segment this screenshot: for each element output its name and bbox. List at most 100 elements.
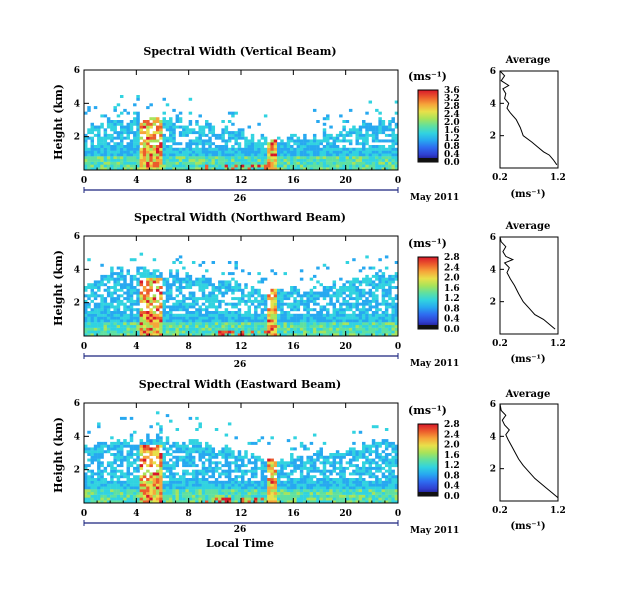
heatmap-cell	[188, 478, 193, 481]
heatmap-cell	[358, 330, 363, 334]
heatmap-cell	[146, 145, 150, 148]
heatmap-cell	[175, 327, 180, 331]
heatmap-cell	[110, 136, 114, 140]
heatmap-cell	[322, 483, 327, 487]
heatmap-cell	[290, 483, 294, 487]
heatmap-cell	[159, 458, 163, 462]
heatmap-cell	[378, 316, 382, 320]
heatmap-cell	[241, 299, 245, 303]
heatmap-cell	[375, 475, 379, 479]
heatmap-cell	[119, 324, 124, 328]
heatmap-cell	[394, 125, 399, 129]
heatmap-cell	[345, 489, 350, 493]
heatmap-cell	[119, 491, 124, 495]
heatmap-cell	[169, 497, 173, 501]
heatmap-cell	[332, 486, 337, 490]
heatmap-cell	[205, 125, 209, 129]
heatmap-cell	[348, 316, 353, 320]
heatmap-cell	[100, 316, 104, 320]
heatmap-cell	[231, 297, 235, 301]
date-label: May 2011	[410, 193, 459, 203]
heatmap-cell	[339, 156, 343, 160]
heatmap-cell	[218, 324, 222, 328]
heatmap-cell	[319, 319, 323, 323]
heatmap-cell	[247, 153, 252, 157]
heatmap-cell	[90, 122, 95, 126]
heatmap-cell	[119, 475, 124, 479]
heatmap-cell	[87, 319, 91, 323]
heatmap-cell	[211, 311, 216, 314]
heatmap-cell	[195, 120, 199, 123]
heatmap-cell	[345, 286, 350, 289]
heatmap-cell	[133, 274, 137, 278]
heatmap-cell	[237, 145, 242, 148]
heatmap-cell	[84, 302, 88, 306]
heatmap-cell	[201, 447, 206, 451]
heatmap-cell	[280, 158, 284, 162]
heatmap-cell	[116, 114, 121, 118]
heatmap-cell	[371, 147, 376, 151]
heatmap-cell	[116, 156, 121, 160]
heatmap-cell	[384, 324, 389, 328]
heatmap-cell	[195, 131, 199, 135]
profile-y-tick-label: 2	[490, 298, 496, 308]
heatmap-cell	[362, 280, 366, 284]
heatmap-cell	[146, 106, 150, 110]
heatmap-cell	[378, 117, 382, 121]
heatmap-cell	[267, 158, 271, 162]
heatmap-cell	[273, 324, 278, 328]
heatmap-cell	[355, 167, 359, 171]
heatmap-cell	[355, 288, 359, 292]
heatmap-cell	[322, 441, 327, 445]
heatmap-cell	[378, 491, 382, 495]
heatmap-cell	[119, 458, 124, 462]
heatmap-cell	[139, 324, 144, 328]
heatmap-cell	[375, 294, 379, 298]
heatmap-cell	[270, 319, 274, 323]
heatmap-cell	[332, 491, 337, 495]
heatmap-cell	[241, 288, 245, 292]
heatmap-cell	[290, 447, 294, 451]
colorbar-tick-label: 3.2	[444, 94, 460, 104]
heatmap-cell	[316, 497, 320, 501]
heatmap-cell	[391, 305, 395, 309]
heatmap-cell	[227, 311, 232, 314]
heatmap-cell	[103, 483, 108, 487]
heatmap-cell	[129, 291, 134, 295]
heatmap-cell	[136, 136, 140, 140]
heatmap-cell	[339, 475, 343, 479]
heatmap-cell	[254, 147, 258, 151]
heatmap-cell	[257, 330, 261, 334]
heatmap-cell	[348, 167, 353, 171]
heatmap-cell	[175, 444, 180, 448]
heatmap-cell	[139, 453, 144, 456]
heatmap-cell	[375, 324, 379, 328]
heatmap-cell	[234, 280, 238, 284]
heatmap-cell	[162, 311, 166, 314]
heatmap-cell	[185, 472, 189, 476]
heatmap-cell	[378, 453, 382, 456]
heatmap-cell	[97, 167, 101, 171]
x-tick-label: 20	[339, 509, 352, 519]
heatmap-cell	[211, 483, 216, 487]
heatmap-cell	[237, 150, 242, 154]
heatmap-cell	[201, 153, 206, 157]
heatmap-cell	[116, 489, 121, 493]
heatmap-cell	[234, 150, 238, 154]
heatmap-cell	[149, 453, 153, 456]
heatmap-cell	[371, 125, 376, 129]
heatmap-cell	[116, 120, 121, 123]
heatmap-cell	[188, 450, 193, 454]
heatmap-cell	[312, 147, 317, 151]
heatmap-cell	[159, 313, 163, 317]
heatmap-cell	[276, 297, 281, 301]
heatmap-cell	[146, 125, 150, 129]
heatmap-cell	[103, 128, 108, 132]
heatmap-cell	[247, 164, 252, 168]
heatmap-cell	[326, 480, 330, 484]
heatmap-cell	[126, 167, 130, 171]
heatmap-cell	[87, 311, 91, 314]
heatmap-cell	[296, 494, 301, 498]
heatmap-cell	[342, 286, 346, 289]
heatmap-cell	[195, 280, 199, 284]
